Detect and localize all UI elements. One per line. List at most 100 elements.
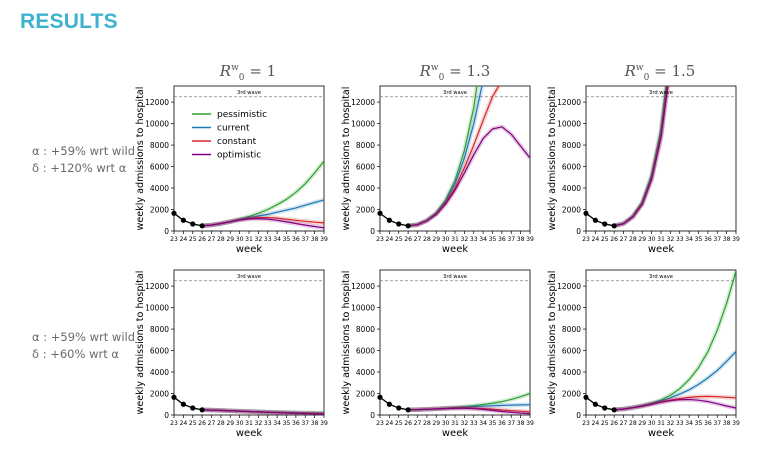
- x-tick-label: 38: [723, 420, 731, 427]
- chart-svg: 0 2000 4000 6000 8000 10000 12000 23 24 25 26 27 28 2…: [135, 269, 328, 439]
- x-tick-label: 34: [685, 236, 693, 243]
- x-tick-label: 29: [226, 420, 234, 427]
- series-line-optimistic: [202, 218, 324, 229]
- x-tick-label: 23: [170, 420, 178, 427]
- x-tick-label: 29: [432, 420, 440, 427]
- chart-panel-r0-c2: 0 2000 4000 6000 8000 10000 12000 23 24 25 26 27 28 2…: [540, 78, 740, 268]
- observed-point: [171, 394, 177, 400]
- x-tick-label: 37: [507, 236, 515, 243]
- x-tick-label: 31: [657, 236, 665, 243]
- x-tick-label: 27: [414, 236, 422, 243]
- x-tick-label: 25: [395, 420, 403, 427]
- x-tick-label: 31: [451, 420, 459, 427]
- x-tick-label: 32: [460, 420, 468, 427]
- x-tick-label: 31: [245, 420, 253, 427]
- x-tick-label: 32: [254, 420, 262, 427]
- observed-line: [173, 396, 203, 411]
- observed-point: [396, 221, 402, 227]
- y-tick-label: 12000: [351, 98, 375, 107]
- plot-area: [174, 96, 324, 231]
- x-tick-label: 33: [470, 236, 478, 243]
- observed-point: [405, 223, 411, 229]
- chart-panel-r1-c1: 0 2000 4000 6000 8000 10000 12000 23 24 25 26 27 28 2…: [334, 262, 534, 452]
- x-tick-label: 33: [264, 236, 272, 243]
- x-tick-label: 36: [292, 236, 300, 243]
- y-axis-label: weekly admissions to hospital: [341, 87, 352, 231]
- x-tick-label: 39: [732, 420, 740, 427]
- y-tick-label: 10000: [557, 119, 581, 128]
- x-tick-label: 35: [695, 420, 703, 427]
- x-tick-label: 26: [404, 236, 412, 243]
- plot-frame: [379, 85, 531, 232]
- observed-point: [611, 223, 617, 229]
- y-tick-label: 0: [370, 227, 375, 236]
- x-tick-label: 32: [666, 420, 674, 427]
- y-tick-label: 4000: [356, 368, 375, 377]
- series-line-optimistic: [614, 398, 736, 411]
- chart-panel-r0-c0: 0 2000 4000 6000 8000 10000 12000 23 24 25 26 27 28 2…: [128, 78, 328, 268]
- x-tick-label: 28: [217, 420, 225, 427]
- plot-area: [586, 270, 736, 413]
- x-tick-label: 23: [582, 236, 590, 243]
- x-tick-label: 30: [648, 420, 656, 427]
- x-tick-label: 39: [732, 236, 740, 243]
- row-label-bottom: α : +59% wrt wild δ : +60% wrt α: [32, 329, 135, 363]
- y-tick-label: 6000: [562, 162, 581, 171]
- y-tick-label: 10000: [557, 303, 581, 312]
- series-line-optimistic: [408, 126, 530, 227]
- plot-area: [586, 86, 736, 229]
- y-axis-label: weekly admissions to hospital: [135, 87, 146, 231]
- x-tick-label: 30: [236, 236, 244, 243]
- x-tick-label: 23: [376, 420, 384, 427]
- x-tick-label: 24: [591, 236, 599, 243]
- y-tick-label: 6000: [150, 346, 169, 355]
- x-tick-label: 24: [591, 420, 599, 427]
- y-tick-label: 2000: [562, 389, 581, 398]
- x-tick-label: 33: [470, 420, 478, 427]
- x-tick-label: 37: [713, 236, 721, 243]
- y-tick-label: 8000: [562, 141, 581, 150]
- series-line-optimistic: [613, 86, 669, 227]
- x-axis-label: week: [236, 244, 262, 255]
- observed-point: [583, 394, 589, 400]
- y-axis-label: weekly admissions to hospital: [341, 271, 352, 415]
- plot-area: [174, 280, 324, 415]
- x-tick-label: 25: [601, 236, 609, 243]
- observed-point: [180, 217, 186, 223]
- x-tick-label: 32: [666, 236, 674, 243]
- observed-point: [602, 405, 608, 411]
- observed-point: [180, 401, 186, 407]
- y-tick-label: 0: [164, 411, 169, 420]
- observed-point: [583, 210, 589, 216]
- x-tick-label: 24: [179, 236, 187, 243]
- y-tick-label: 2000: [150, 389, 169, 398]
- y-tick-label: 8000: [356, 325, 375, 334]
- chart-panel-r0-c1: 0 2000 4000 6000 8000 10000 12000 23 24 25 26 27 28 2…: [334, 78, 534, 268]
- observed-point: [602, 221, 608, 227]
- x-tick-label: 38: [517, 236, 525, 243]
- y-tick-label: 6000: [356, 162, 375, 171]
- x-tick-label: 32: [460, 236, 468, 243]
- observed-point: [199, 407, 205, 413]
- y-tick-label: 4000: [562, 184, 581, 193]
- y-tick-label: 0: [164, 227, 169, 236]
- x-axis-label: week: [442, 428, 468, 439]
- x-tick-label: 24: [179, 420, 187, 427]
- x-tick-label: 37: [301, 236, 309, 243]
- x-tick-label: 24: [385, 236, 393, 243]
- legend-label-optimistic: optimistic: [217, 151, 261, 161]
- x-tick-label: 31: [657, 420, 665, 427]
- x-tick-label: 36: [498, 236, 506, 243]
- x-tick-label: 29: [432, 236, 440, 243]
- x-tick-label: 27: [208, 236, 216, 243]
- x-tick-label: 26: [610, 420, 618, 427]
- x-axis-label: week: [648, 244, 674, 255]
- x-tick-label: 35: [283, 236, 291, 243]
- x-tick-label: 38: [311, 236, 319, 243]
- chart-svg: 0 2000 4000 6000 8000 10000 12000 23 24 25 26 27 28 2…: [547, 269, 740, 439]
- x-tick-label: 29: [638, 420, 646, 427]
- x-tick-label: 26: [404, 420, 412, 427]
- x-tick-label: 32: [254, 236, 262, 243]
- chart-svg: 0 2000 4000 6000 8000 10000 12000 23 24 25 26 27 28 2…: [341, 85, 534, 255]
- observed-line: [379, 396, 409, 411]
